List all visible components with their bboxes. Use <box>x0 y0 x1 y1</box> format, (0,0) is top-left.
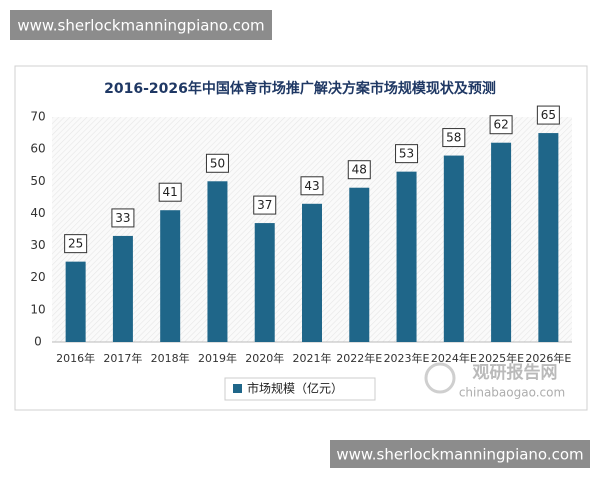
bar <box>443 155 464 342</box>
value-label-box <box>536 105 560 125</box>
bar <box>160 210 181 342</box>
value-label: 58 <box>446 131 461 145</box>
watermark-text: www.sherlockmanningpiano.com <box>336 446 583 464</box>
x-tick-label: 2020年 <box>245 351 284 365</box>
value-label-box <box>489 115 513 135</box>
y-tick-label: 20 <box>30 270 45 284</box>
logo-text: chinabaogao.com <box>459 386 565 400</box>
x-tick-label: 2018年 <box>151 351 190 365</box>
x-tick-label: 2026年E <box>525 351 571 365</box>
legend-box <box>224 377 376 401</box>
x-tick-label: 2024年E <box>431 351 477 365</box>
bar <box>207 181 228 342</box>
y-tick-label: 50 <box>30 174 45 188</box>
logo-text: 观研报告网 <box>472 362 558 383</box>
x-tick-label: 2016年 <box>56 351 95 365</box>
x-tick-label: 2025年E <box>478 351 524 365</box>
value-label-box <box>205 153 229 173</box>
x-tick-label: 2021年 <box>293 351 332 365</box>
value-label: 48 <box>352 163 367 177</box>
value-label-box <box>111 208 135 228</box>
logo-icon <box>424 362 456 394</box>
legend-label: 市场规模（亿元） <box>247 381 343 396</box>
value-label: 50 <box>210 156 225 170</box>
y-tick-label: 40 <box>30 206 45 220</box>
y-tick-label: 0 <box>34 335 42 349</box>
x-tick-label: 2017年 <box>103 351 142 365</box>
value-label-box <box>300 176 324 196</box>
value-label-box <box>64 234 88 254</box>
value-label: 43 <box>304 179 319 193</box>
x-tick-label: 2019年 <box>198 351 237 365</box>
bar <box>491 142 512 342</box>
value-label-box <box>253 195 277 215</box>
bar <box>538 133 559 342</box>
bar <box>254 223 275 342</box>
bar <box>112 235 133 342</box>
y-tick-label: 70 <box>30 110 45 124</box>
bar <box>65 261 86 342</box>
value-label-box <box>442 128 466 148</box>
watermark-box <box>330 440 590 468</box>
chart-title: 2016-2026年中国体育市场推广解决方案市场规模现状及预测 <box>104 80 496 97</box>
bar <box>302 203 322 342</box>
legend-swatch <box>233 384 242 393</box>
watermark-box <box>10 10 272 40</box>
value-label-box <box>347 160 371 180</box>
value-label: 62 <box>493 118 508 132</box>
value-label: 53 <box>399 147 414 161</box>
bar <box>349 187 370 342</box>
x-tick-label: 2023年E <box>384 351 430 365</box>
value-label-box <box>395 144 419 164</box>
watermark-text: www.sherlockmanningpiano.com <box>17 17 264 35</box>
y-tick-label: 60 <box>30 142 45 156</box>
bar <box>396 171 417 342</box>
value-label: 41 <box>163 185 178 199</box>
y-tick-label: 10 <box>30 302 45 316</box>
x-tick-label: 2022年E <box>336 351 382 365</box>
value-label: 25 <box>68 237 83 251</box>
value-label-box <box>158 182 182 202</box>
value-label: 37 <box>257 198 272 212</box>
value-label: 33 <box>115 211 130 225</box>
y-tick-label: 30 <box>30 238 45 252</box>
value-label: 65 <box>541 108 556 122</box>
